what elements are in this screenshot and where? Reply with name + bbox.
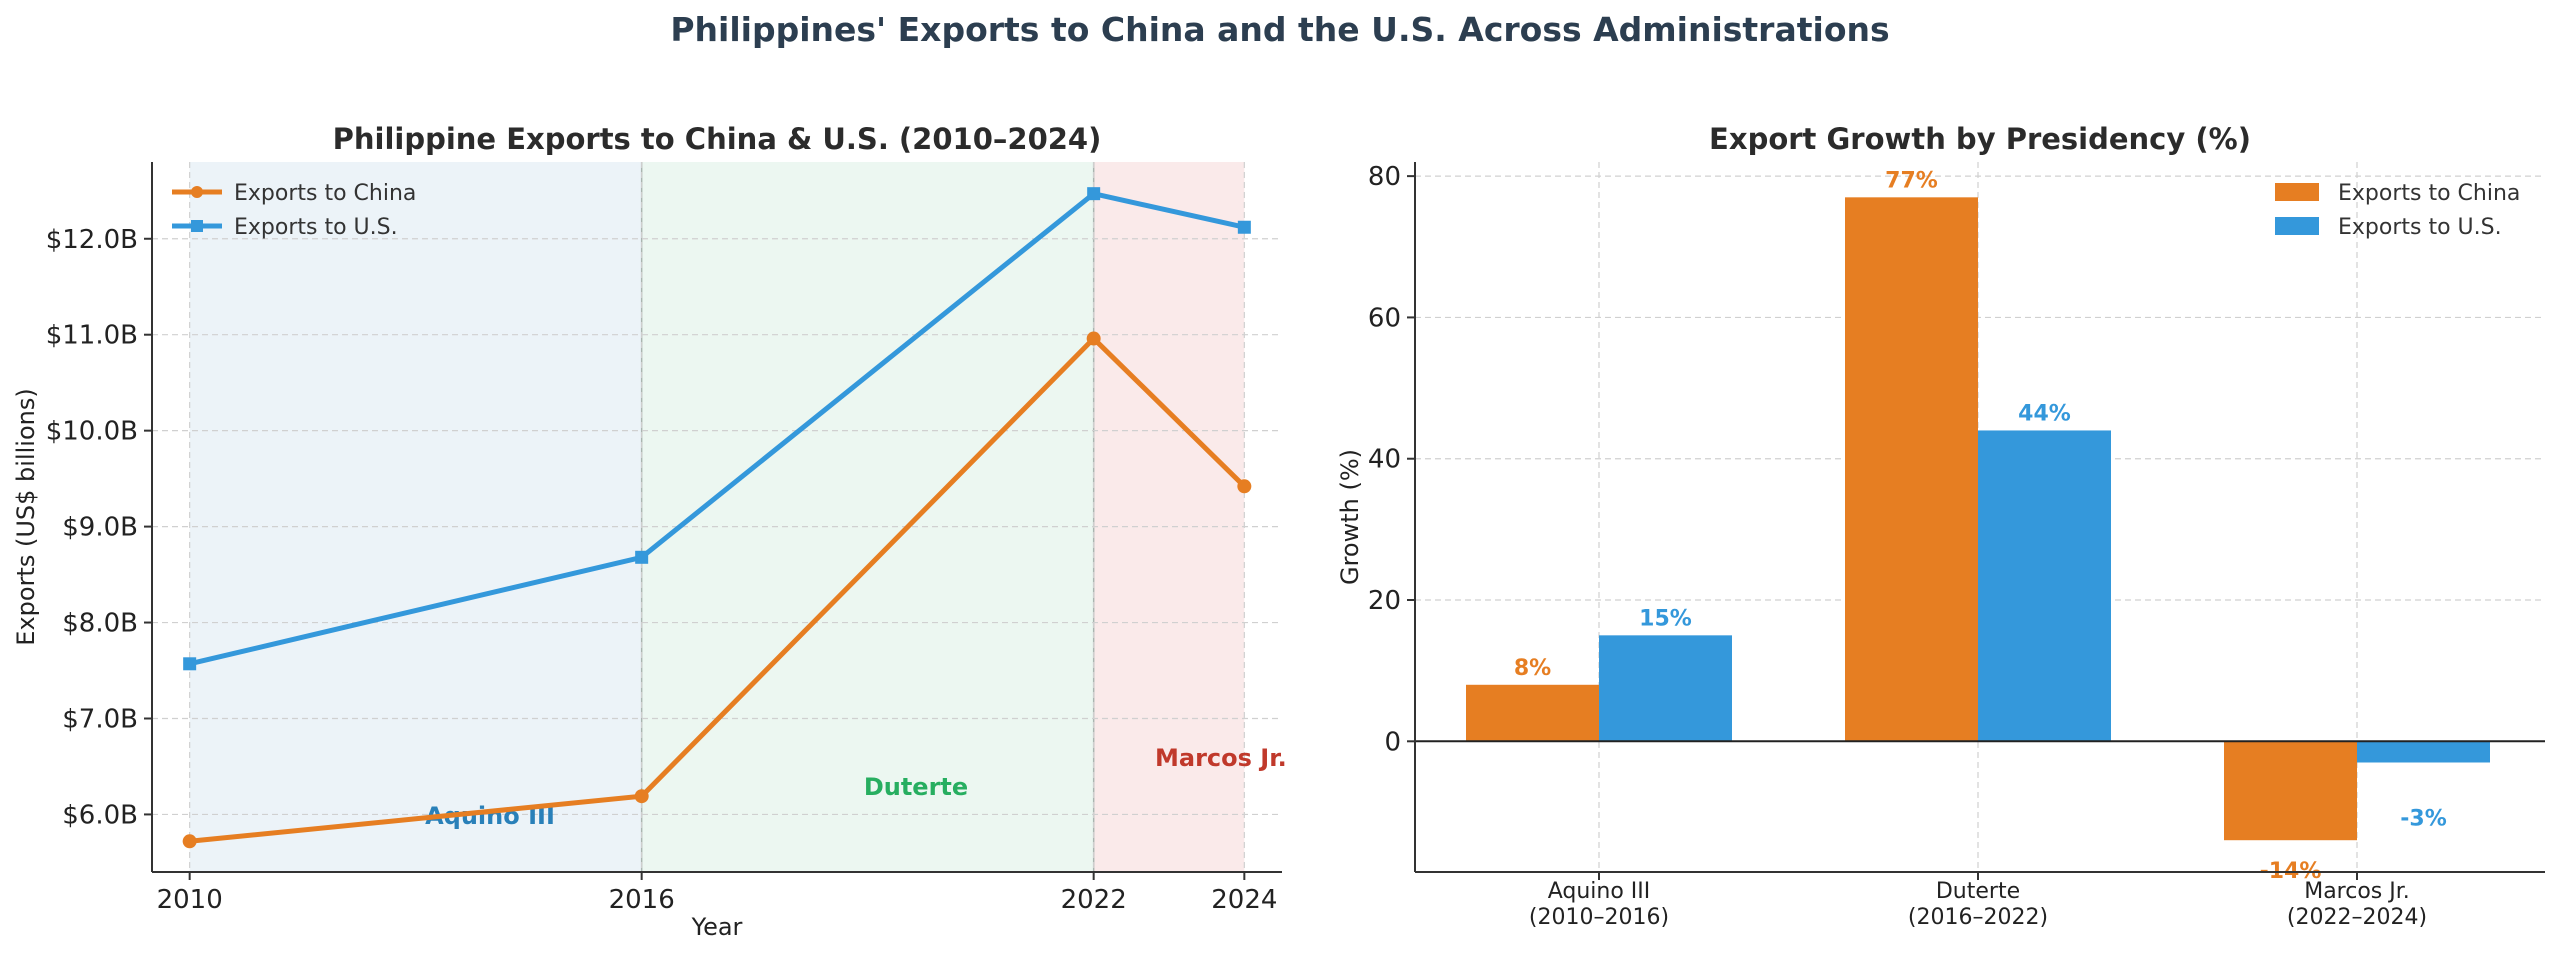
x-tick-label: Duterte (2016–2022) (1908, 879, 2048, 930)
bar-data-label: 15% (1639, 606, 1692, 631)
legend-swatch (2275, 183, 2319, 201)
china-data-point (634, 789, 649, 804)
legend-label: Exports to U.S. (2338, 215, 2502, 240)
china-series-line (189, 336, 1247, 844)
us-bar (1978, 430, 2111, 742)
bar-data-label: 77% (1885, 168, 1938, 193)
us-data-point (1087, 187, 1101, 201)
us-bar (1599, 635, 1732, 742)
y-tick-label: $12.0B (46, 225, 138, 255)
era-band-1 (641, 162, 1094, 872)
us-data-point (183, 657, 197, 671)
y-tick-label: 60 (1368, 303, 1401, 333)
china-data-point (1086, 331, 1101, 346)
y-tick-label: 80 (1368, 162, 1401, 192)
y-axis-label: Exports (US$ billions) (12, 388, 40, 645)
us-data-point (1237, 220, 1251, 234)
us-series-line (189, 191, 1245, 667)
legend-label: Exports to China (234, 181, 416, 206)
legend-marker (191, 186, 203, 198)
era-band-0 (189, 162, 642, 872)
bar-data-label: 8% (1514, 656, 1551, 681)
y-tick-label: 20 (1368, 586, 1401, 616)
y-tick-label: $10.0B (46, 417, 138, 447)
china-bar (1466, 684, 1599, 742)
us-data-point (635, 550, 649, 564)
x-tick-label: Marcos Jr. (2022–2024) (2287, 879, 2427, 930)
y-tick-label: $8.0B (62, 609, 138, 639)
legend-label: Exports to China (2338, 181, 2520, 206)
chart-title: Export Growth by Presidency (%) (1709, 122, 2251, 156)
chart-title: Philippine Exports to China & U.S. (2010… (333, 122, 1102, 156)
china-bar (1845, 197, 1978, 742)
legend-label: Exports to U.S. (234, 215, 398, 240)
y-tick-label: $7.0B (62, 704, 138, 734)
x-tick-label: 2016 (609, 885, 675, 915)
page-title: Philippines' Exports to China and the U.… (670, 10, 1890, 49)
x-tick-label: Aquino III (2010–2016) (1529, 879, 1669, 930)
era-band-2 (1093, 162, 1245, 872)
era-label: Marcos Jr. (1155, 744, 1287, 772)
china-bar (2224, 741, 2357, 841)
bar-data-label: 44% (2018, 401, 2071, 426)
y-tick-label: $11.0B (46, 321, 138, 351)
x-tick-label: 2022 (1061, 885, 1127, 915)
y-tick-label: 0 (1384, 727, 1401, 757)
legend-swatch (2275, 217, 2319, 235)
y-axis-label: Growth (%) (1336, 449, 1364, 585)
china-data-point (1237, 479, 1252, 494)
era-label: Duterte (864, 773, 968, 801)
legend-marker (191, 220, 203, 232)
bar-data-label: -3% (2400, 806, 2446, 831)
y-tick-label: 40 (1368, 445, 1401, 475)
us-bar (2357, 741, 2490, 763)
y-tick-label: $6.0B (62, 800, 138, 830)
x-axis-label: Year (691, 913, 743, 941)
x-tick-label: 2010 (157, 885, 223, 915)
china-data-point (182, 834, 197, 849)
x-tick-label: 2024 (1211, 885, 1277, 915)
y-tick-label: $9.0B (62, 513, 138, 543)
